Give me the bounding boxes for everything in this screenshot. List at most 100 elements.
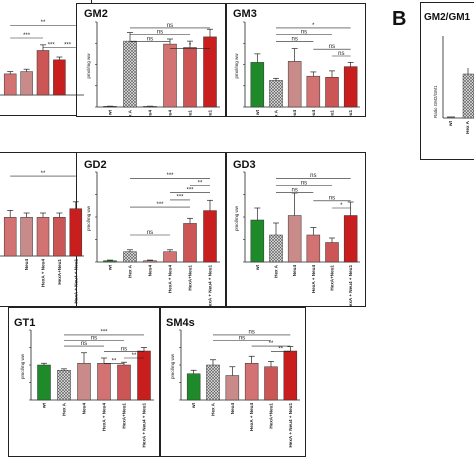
significance-label: ns	[147, 230, 153, 236]
bar	[36, 50, 50, 96]
x-tick-label: HexA + Neu4 + Neu1	[348, 265, 353, 310]
significance-label: ns	[301, 180, 307, 186]
x-tick-label: Hex A	[128, 109, 133, 123]
significance-label: *	[340, 203, 343, 209]
chart-title: GT1	[14, 317, 35, 329]
chart-5: GD3 pmol/mg ww wt Hex A Neu4 HexA + Neu4 HexA+…	[233, 159, 360, 310]
bar	[53, 217, 66, 257]
bar	[306, 75, 321, 108]
significance-label: ***	[48, 43, 56, 49]
significance-label: ns	[338, 51, 344, 57]
significance-label: **	[132, 353, 137, 359]
bar	[163, 43, 177, 108]
x-tick-label: Neu4	[230, 403, 235, 415]
x-tick-label: HexA + Neu4	[311, 110, 316, 138]
x-tick-label: HexA + Neu4 + Neu1	[73, 259, 78, 304]
significance-label: ns	[147, 36, 153, 42]
ratio-x-tick-label: wt	[448, 121, 453, 128]
significance-label: ns	[291, 188, 297, 194]
bar	[3, 73, 17, 96]
y-axis-label: pmol/mg ww	[20, 353, 25, 379]
significance-label: ***	[156, 202, 164, 208]
significance-label: ***	[166, 173, 174, 179]
bar	[250, 62, 265, 108]
x-tick-label: HexA+Neu1	[188, 110, 193, 136]
x-tick-label: HexA + Neu4 + Neu1	[208, 110, 213, 155]
panel-letter-b: B	[392, 8, 407, 30]
significance-label: ns	[301, 30, 307, 36]
significance-label: **	[278, 347, 283, 353]
y-axis-label: pmol/mg ww	[170, 353, 175, 379]
significance-label: **	[41, 20, 46, 26]
x-tick-label: Hex A	[128, 264, 133, 278]
bar	[137, 350, 151, 401]
bar	[143, 260, 157, 263]
significance-label: ns	[157, 30, 163, 36]
ratio-x-tick-label: Hex A	[465, 120, 470, 134]
x-tick-label: Neu4	[148, 110, 153, 122]
x-tick-label: wt	[191, 403, 196, 410]
bar	[103, 260, 117, 263]
chart-0: ******** ***	[0, 20, 84, 96]
bar	[3, 217, 17, 257]
x-tick-label: wt	[255, 265, 260, 272]
x-tick-label: HexA + Neu4 + Neu1	[208, 265, 213, 310]
significance-label: ***	[176, 195, 184, 201]
bar	[36, 217, 50, 257]
bar	[183, 223, 197, 263]
x-tick-label: Neu4	[148, 265, 153, 277]
panel-gd2	[76, 152, 226, 307]
chart-title: SM4s	[166, 317, 195, 329]
bar	[183, 47, 197, 108]
x-tick-label: wt	[108, 265, 113, 272]
x-tick-label: Neu4	[292, 110, 297, 122]
significance-label: ns	[239, 335, 245, 341]
bar	[225, 375, 240, 401]
bar	[250, 219, 265, 263]
bar	[343, 215, 358, 263]
significance-label: ns	[81, 341, 87, 347]
significance-label: **	[112, 358, 117, 364]
chart-6: GT1 pmol/mg ww wt Hex A Neu4 HexA + Neu4 HexA+…	[14, 317, 154, 448]
ratio-chart: GM2/GM1 Ratio GM2/GM1 wt Hex A	[424, 12, 474, 134]
significance-label: ***	[64, 43, 72, 49]
bar	[37, 364, 51, 401]
bar	[53, 59, 66, 96]
x-tick-label: wt	[108, 110, 113, 117]
chart-title: GM3	[233, 8, 257, 20]
bar	[264, 366, 278, 401]
y-axis-label: pmol/mg ww	[86, 53, 91, 79]
bar	[206, 364, 220, 401]
x-tick-label: Neu4	[82, 403, 87, 415]
bar	[287, 215, 302, 263]
chart-title: GM2	[84, 8, 108, 20]
bar	[163, 251, 177, 263]
significance-label: *	[312, 23, 315, 29]
x-tick-label: HexA + Neu4	[168, 265, 173, 293]
chart-4: GD2 pmol/mg ww wt Hex A Neu4 HexA + Neu4 HexA+…	[84, 159, 220, 310]
bar	[117, 364, 131, 401]
x-tick-label: HexA + Neu4 + Neu1	[288, 403, 293, 448]
significance-label: ns	[329, 196, 335, 202]
bar	[20, 217, 33, 257]
bar	[57, 370, 71, 401]
x-tick-label: Hex A	[211, 402, 216, 416]
panel-gd3	[226, 152, 366, 307]
x-tick-label: HexA+Neu1	[57, 259, 62, 285]
y-axis-label: pmol/mg ww	[86, 205, 91, 231]
chart-title: GD2	[84, 159, 107, 171]
bar	[325, 242, 339, 263]
significance-label: ***	[186, 188, 194, 194]
bar	[77, 363, 91, 401]
significance-label: *	[189, 43, 192, 49]
x-tick-label: HexA + Neu4	[311, 265, 316, 293]
x-tick-label: HexA + Neu4	[168, 110, 173, 138]
x-tick-label: HexA + Neu4 + Neu1	[142, 403, 147, 448]
bar	[325, 77, 339, 108]
y-axis-label: pmol/mg ww	[234, 53, 239, 79]
bar	[20, 71, 33, 96]
bar	[97, 363, 111, 401]
bar	[203, 36, 217, 108]
bar	[343, 66, 358, 108]
x-tick-label: HexA+Neu1	[269, 403, 274, 429]
